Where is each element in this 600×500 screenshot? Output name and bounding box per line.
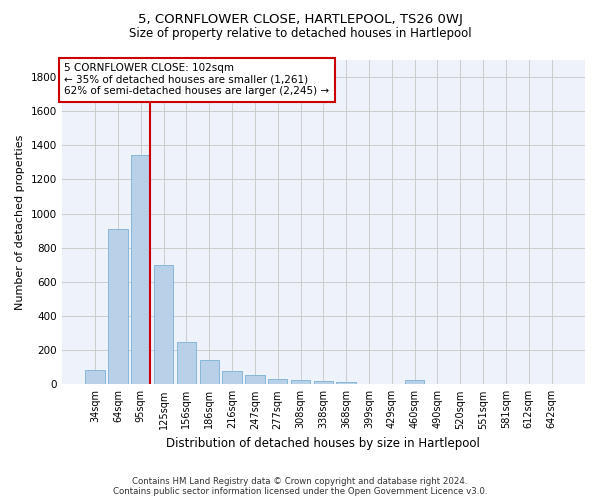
Bar [131, 154, 151, 384]
Text: Contains HM Land Registry data © Crown copyright and database right 2024.: Contains HM Land Registry data © Crown c… [132, 477, 468, 486]
Bar [245, 375, 265, 384]
Bar [177, 342, 196, 384]
Bar [337, 382, 356, 384]
Bar [154, 265, 173, 384]
Text: 5 CORNFLOWER CLOSE: 102sqm
← 35% of detached houses are smaller (1,261)
62% of s: 5 CORNFLOWER CLOSE: 102sqm ← 35% of deta… [64, 63, 329, 96]
Bar [108, 229, 128, 384]
Bar [314, 381, 333, 384]
Bar [405, 380, 424, 384]
Bar [268, 379, 287, 384]
Bar [200, 360, 219, 384]
X-axis label: Distribution of detached houses by size in Hartlepool: Distribution of detached houses by size … [166, 437, 480, 450]
Text: Contains public sector information licensed under the Open Government Licence v3: Contains public sector information licen… [113, 487, 487, 496]
Bar [291, 380, 310, 384]
Bar [85, 370, 105, 384]
Text: Size of property relative to detached houses in Hartlepool: Size of property relative to detached ho… [128, 28, 472, 40]
Text: 5, CORNFLOWER CLOSE, HARTLEPOOL, TS26 0WJ: 5, CORNFLOWER CLOSE, HARTLEPOOL, TS26 0W… [137, 12, 463, 26]
Y-axis label: Number of detached properties: Number of detached properties [15, 134, 25, 310]
Bar [223, 370, 242, 384]
